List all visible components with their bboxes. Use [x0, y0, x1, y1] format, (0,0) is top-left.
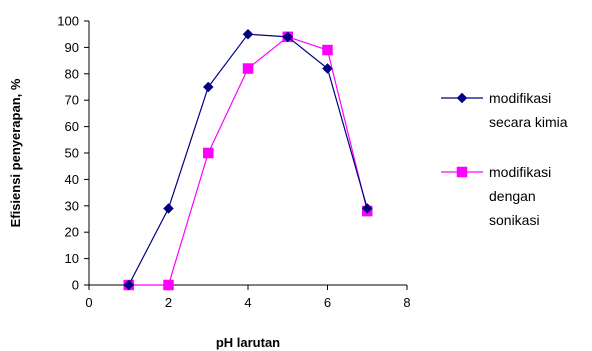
x-axis-title: pH larutan	[216, 335, 280, 350]
x-tick-label: 6	[324, 295, 331, 310]
data-point	[163, 279, 174, 291]
x-tick-label: 2	[165, 295, 172, 310]
y-axis-title: Efisiensi penyerapan, %	[8, 78, 23, 227]
y-tick-label: 60	[65, 119, 79, 134]
x-tick-label: 0	[85, 295, 92, 310]
series-layer	[123, 28, 373, 291]
legend-entry-2: modifikasi dengan sonikasi	[441, 164, 551, 228]
series-1	[123, 28, 373, 291]
data-point	[242, 28, 254, 40]
y-tick-label: 70	[65, 93, 79, 108]
y-tick-label: 10	[65, 251, 79, 266]
data-point	[282, 31, 294, 43]
legend: modifikasi secara kimia modifikasi dengan so…	[441, 90, 568, 228]
axes: 0 10 20 30 40 50 60 70 80 90 100 0 2 4 6 8	[57, 14, 410, 311]
data-point	[202, 81, 214, 93]
y-tick-label: 20	[65, 225, 79, 240]
legend-marker	[456, 92, 468, 104]
x-tick-label: 4	[244, 295, 251, 310]
data-point	[322, 44, 333, 56]
data-point	[123, 279, 135, 291]
data-point	[322, 63, 333, 74]
y-tick-label: 0	[72, 278, 79, 293]
series-line	[128, 36, 368, 286]
legend-entry-1: modifikasi secara kimia	[441, 90, 568, 130]
y-tick-label: 40	[65, 172, 79, 187]
legend-label: modifikasi	[489, 164, 551, 180]
legend-marker	[456, 166, 468, 178]
data-point	[163, 203, 174, 214]
y-tick-label: 90	[65, 40, 79, 55]
series-2	[123, 31, 373, 291]
y-tick-label: 100	[57, 14, 79, 29]
legend-label: secara kimia	[489, 114, 568, 130]
data-point	[203, 147, 214, 159]
legend-label: sonikasi	[489, 212, 540, 228]
y-tick-label: 50	[65, 146, 79, 161]
y-tick-label: 80	[65, 66, 79, 81]
legend-label: modifikasi	[489, 90, 551, 106]
data-point	[242, 63, 254, 74]
x-tick-label: 8	[403, 295, 410, 310]
legend-label: dengan	[489, 188, 536, 204]
data-point	[361, 203, 373, 214]
y-tick-label: 30	[65, 198, 79, 213]
